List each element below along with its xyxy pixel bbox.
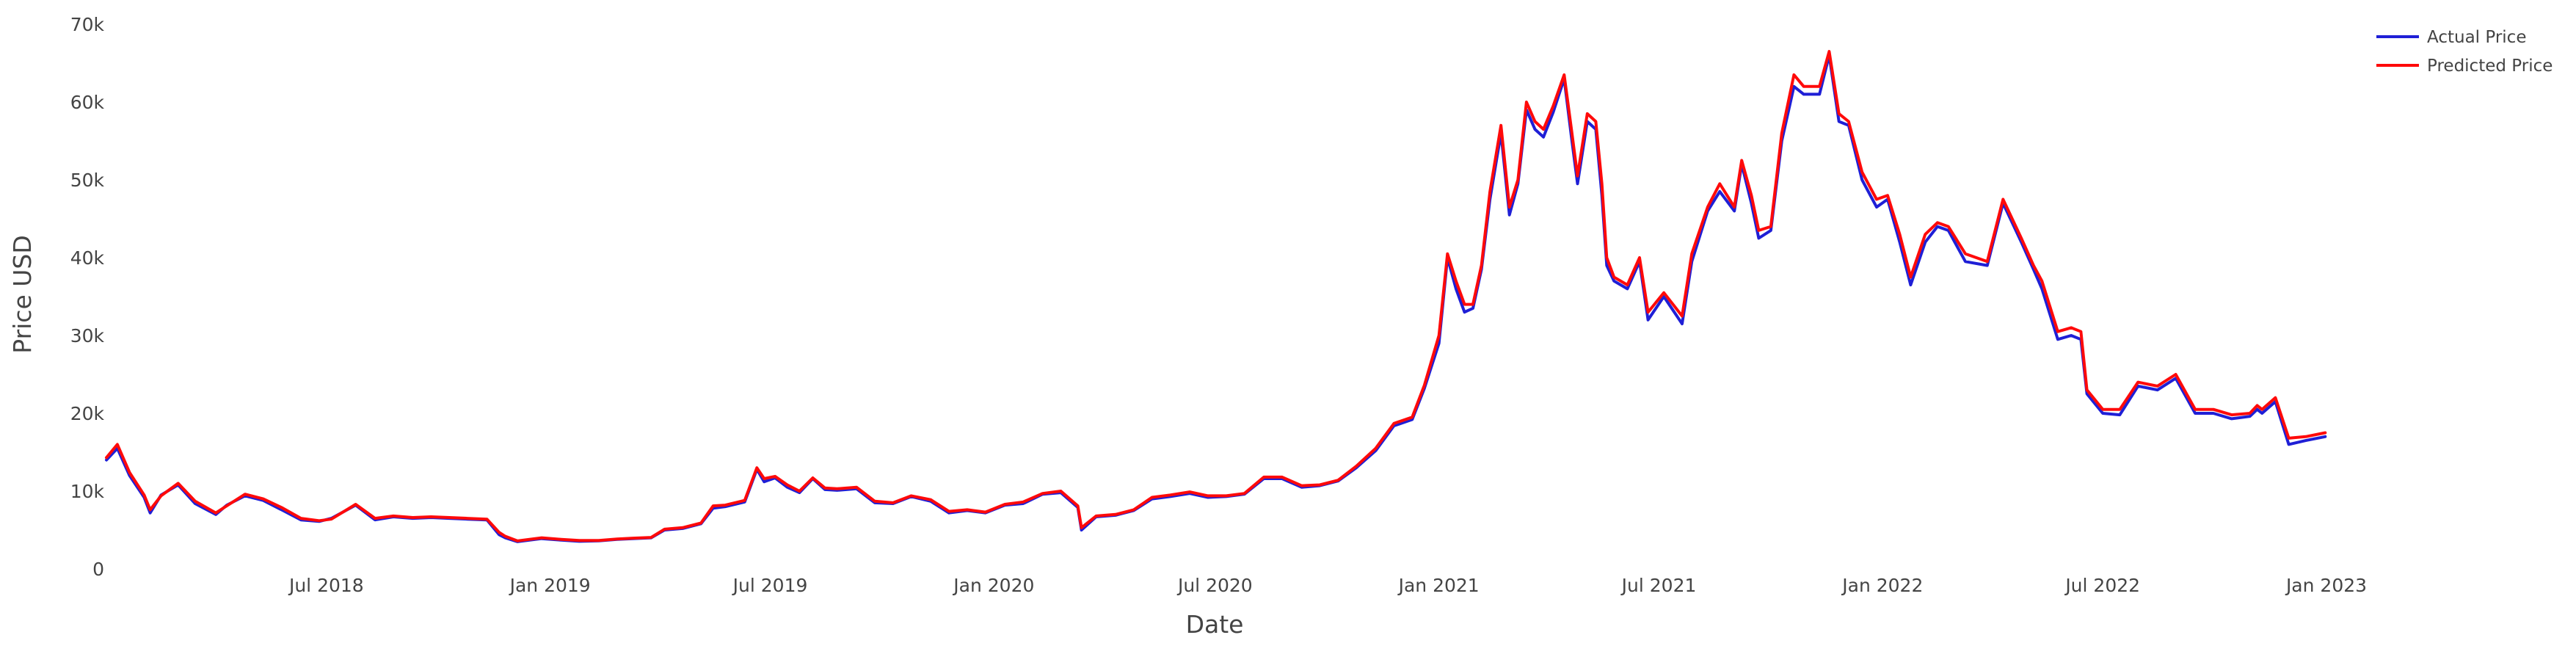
x-tick-label: Jul 2021 (1620, 575, 1697, 596)
y-axis-ticks: 0 10k 20k 30k 40k 50k 60k 70k (70, 14, 105, 580)
y-tick-label: 30k (70, 325, 105, 346)
plot-area (105, 50, 2327, 543)
legend-label: Actual Price (2427, 28, 2526, 47)
y-tick-label: 10k (70, 481, 105, 502)
legend[interactable]: Actual Price Predicted Price (2376, 28, 2553, 76)
y-tick-label: 60k (70, 92, 105, 113)
y-axis-title: Price USD (8, 235, 37, 354)
x-tick-label: Jul 2019 (732, 575, 808, 596)
x-tick-label: Jan 2021 (1397, 575, 1480, 596)
x-tick-label: Jul 2022 (2064, 575, 2140, 596)
x-tick-label: Jan 2019 (509, 575, 591, 596)
y-tick-label: 50k (70, 170, 105, 191)
x-axis-ticks: Jul 2018 Jan 2019 Jul 2019 Jan 2020 Jul 2020… (288, 575, 2367, 596)
x-tick-label: Jan 2020 (952, 575, 1034, 596)
y-tick-label: 70k (70, 14, 105, 35)
x-tick-label: Jul 2020 (1176, 575, 1253, 596)
series-line-predicted-price (105, 50, 2327, 542)
x-axis-title: Date (1186, 610, 1244, 639)
legend-item[interactable]: Predicted Price (2376, 57, 2553, 76)
y-tick-label: 40k (70, 247, 105, 269)
x-tick-label: Jul 2018 (288, 575, 364, 596)
x-tick-label: Jan 2023 (2285, 575, 2367, 596)
x-tick-label: Jan 2022 (1841, 575, 1923, 596)
y-tick-label: 20k (70, 403, 105, 424)
legend-item[interactable]: Actual Price (2376, 28, 2526, 47)
y-tick-label: 0 (92, 559, 104, 580)
legend-label: Predicted Price (2427, 57, 2553, 76)
